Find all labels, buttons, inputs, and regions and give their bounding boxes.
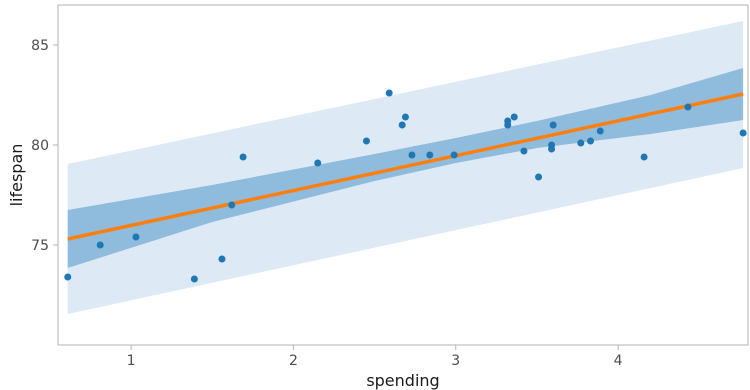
y-axis-title: lifespan bbox=[7, 144, 26, 207]
data-point bbox=[190, 275, 198, 283]
y-tick-label: 75 bbox=[31, 238, 49, 254]
data-point bbox=[64, 273, 72, 281]
data-point bbox=[450, 151, 458, 159]
x-axis-title: spending bbox=[366, 371, 439, 390]
data-point bbox=[640, 153, 648, 161]
data-point bbox=[401, 113, 409, 121]
data-point bbox=[549, 121, 557, 129]
data-points bbox=[64, 89, 747, 283]
data-point bbox=[132, 233, 140, 241]
regression-line bbox=[67, 92, 744, 241]
data-point bbox=[314, 159, 322, 167]
data-point bbox=[504, 117, 512, 125]
data-point bbox=[520, 147, 528, 155]
y-tick-label: 85 bbox=[31, 38, 49, 54]
x-tick-label: 1 bbox=[127, 353, 136, 369]
data-point bbox=[684, 103, 692, 111]
data-point bbox=[362, 137, 370, 145]
x-tick-label: 2 bbox=[289, 353, 298, 369]
data-point bbox=[96, 241, 104, 249]
x-axis-ticks: 1 2 3 4 bbox=[127, 345, 623, 369]
data-point bbox=[385, 89, 393, 97]
data-point bbox=[228, 201, 236, 209]
y-tick-label: 80 bbox=[31, 138, 49, 154]
data-point bbox=[587, 137, 595, 145]
data-point bbox=[218, 255, 226, 263]
y-axis-ticks: 75 80 85 bbox=[31, 38, 58, 254]
data-point bbox=[535, 173, 543, 181]
data-point bbox=[408, 151, 416, 159]
data-point bbox=[426, 151, 434, 159]
x-tick-label: 4 bbox=[614, 353, 623, 369]
data-point bbox=[510, 113, 518, 121]
data-point bbox=[739, 129, 747, 137]
data-point bbox=[239, 153, 247, 161]
data-point bbox=[398, 121, 406, 129]
data-point bbox=[596, 127, 604, 135]
x-tick-label: 3 bbox=[451, 353, 460, 369]
data-point bbox=[577, 139, 585, 147]
data-point bbox=[548, 145, 556, 153]
